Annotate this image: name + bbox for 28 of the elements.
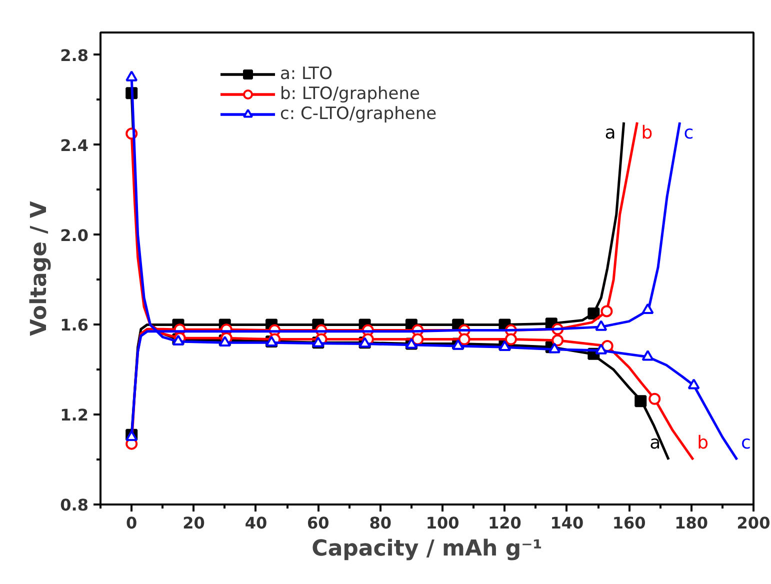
- x-tick-label: 20: [182, 514, 205, 532]
- annotation: c: [684, 122, 694, 144]
- annotation: a: [650, 432, 661, 454]
- x-tick-label: 0: [126, 514, 138, 532]
- y-tick-label: 0.8: [60, 496, 88, 514]
- x-tick-label: 200: [736, 514, 770, 532]
- x-tick-label: 180: [674, 514, 708, 532]
- y-tick-label: 1.6: [60, 316, 88, 335]
- x-tick-label: 160: [612, 514, 646, 532]
- y-tick-label: 2.8: [60, 46, 88, 65]
- x-tick-label: 140: [550, 514, 584, 532]
- y-tick-label: 2.4: [60, 136, 88, 155]
- y-tick-label: 2.0: [60, 226, 88, 245]
- x-tick-label: 100: [426, 514, 460, 532]
- x-tick-label: 60: [307, 514, 330, 532]
- y-tick-label: 1.2: [60, 406, 88, 425]
- legend-label: a: LTO: [280, 64, 332, 84]
- annotation: b: [641, 122, 653, 144]
- annotation: b: [697, 432, 709, 454]
- x-tick-label: 80: [369, 514, 392, 532]
- x-axis-title: Capacity / mAh g⁻¹: [312, 536, 542, 562]
- legend-label: b: LTO/graphene: [280, 84, 420, 104]
- annotation: a: [604, 122, 616, 144]
- annotation: c: [741, 432, 751, 454]
- x-tick-label: 40: [244, 514, 268, 532]
- x-tick-label: 120: [488, 514, 522, 532]
- legend-label: c: C-LTO/graphene: [280, 104, 437, 124]
- y-axis-title: Voltage / V: [27, 201, 52, 336]
